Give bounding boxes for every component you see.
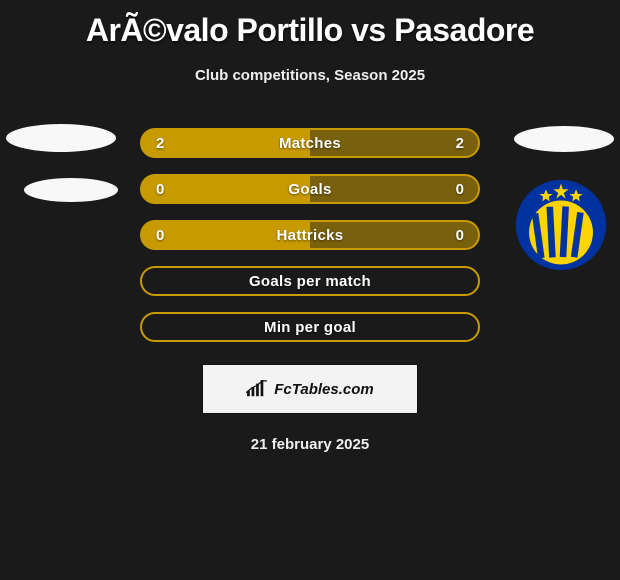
stat-left-value: 0 [156,181,164,198]
stat-row: 0 Goals 0 [140,174,480,204]
stat-right-value: 0 [456,227,464,244]
stat-left-value: 2 [156,135,164,152]
stat-label: Min per goal [264,319,356,336]
stat-label: Goals per match [249,273,371,290]
fctables-watermark: FcTables.com [202,364,418,414]
title-player1: ArÃ©valo Portillo [86,12,343,48]
stat-label: Goals [288,181,331,198]
title-vs: vs [351,12,386,48]
stat-row: Min per goal [140,312,480,342]
club-badge-icon [514,178,608,272]
page-title: ArÃ©valo Portillo vs Pasadore [0,0,620,49]
stat-right-value: 0 [456,181,464,198]
subtitle: Club competitions, Season 2025 [0,67,620,84]
stat-label: Hattricks [277,227,344,244]
left-photo-placeholder-2 [24,178,118,202]
stat-row: 2 Matches 2 [140,128,480,158]
left-photo-placeholder-1 [6,124,116,152]
stat-right-value: 2 [456,135,464,152]
fctables-label: FcTables.com [274,381,373,398]
stat-row: 0 Hattricks 0 [140,220,480,250]
date: 21 february 2025 [0,436,620,453]
stat-left-value: 0 [156,227,164,244]
right-photo-placeholder [514,126,614,152]
bar-chart-icon [246,380,268,398]
stat-row: Goals per match [140,266,480,296]
title-player2: Pasadore [394,12,534,48]
stat-label: Matches [279,135,341,152]
